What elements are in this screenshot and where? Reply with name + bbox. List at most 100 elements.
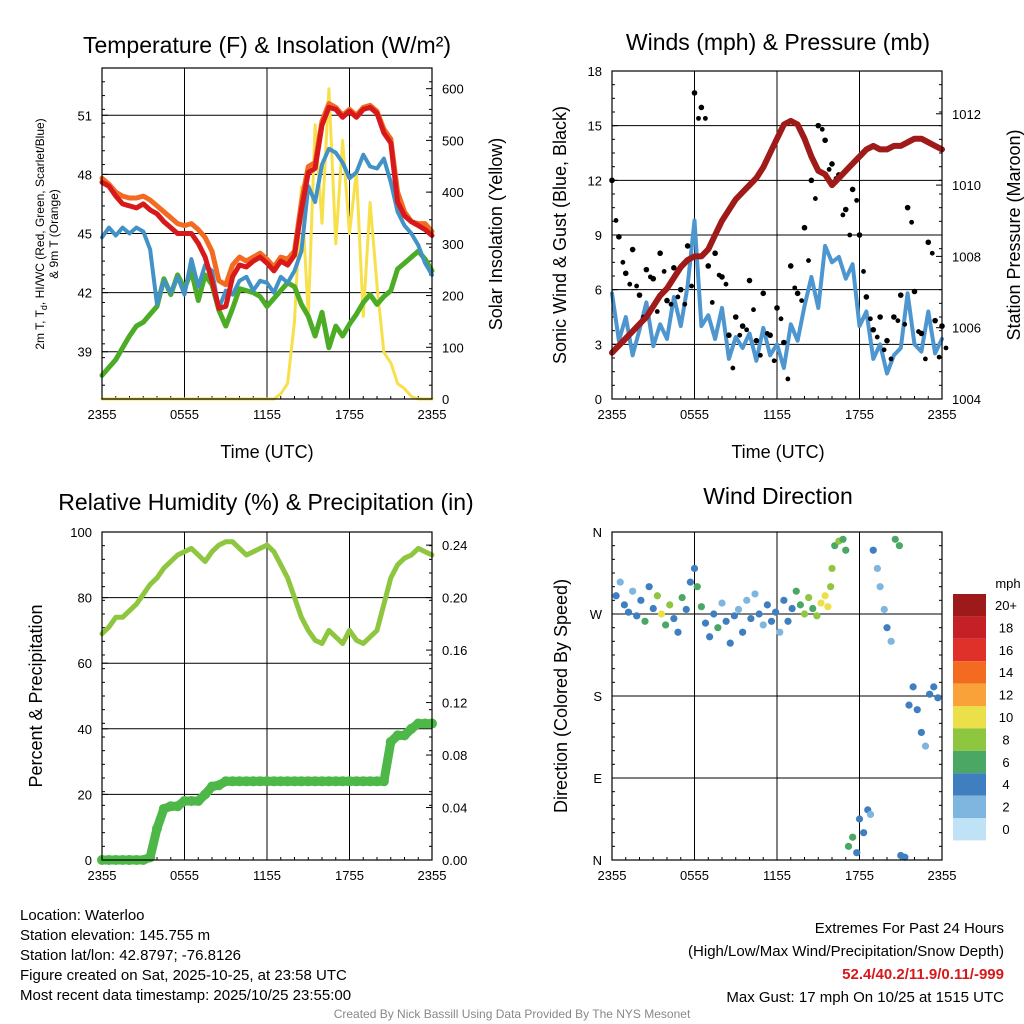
gust-point <box>771 358 777 364</box>
x-tick-label: 0555 <box>680 868 709 883</box>
y-axis-label: Percent & Precipitation <box>26 604 46 787</box>
x-tick-label: 2355 <box>88 407 117 422</box>
x-tick-label: 2355 <box>598 407 627 422</box>
direction-point <box>645 583 653 591</box>
y-tick-label: N <box>593 525 602 540</box>
chart-title: Wind Direction <box>703 483 853 509</box>
y2-tick-label: 600 <box>442 82 464 97</box>
winds-panel: 2355 0555 1155 1755 235503691215181004100610… <box>550 29 1024 462</box>
y2-tick-label: 1004 <box>952 392 981 407</box>
precipitation-point <box>296 776 307 787</box>
direction-point <box>869 546 877 554</box>
direction-point <box>909 683 917 691</box>
gust-point <box>760 290 767 297</box>
y-axis-label-sub: d <box>39 305 49 310</box>
gust-point <box>746 277 753 284</box>
direction-point <box>876 583 884 591</box>
gust-point <box>929 250 935 256</box>
x-tick-label: 0555 <box>170 868 199 883</box>
y-tick-label: 12 <box>588 173 602 188</box>
gust-point <box>877 314 883 320</box>
y-axis-label: Direction (Colored By Speed) <box>551 579 571 813</box>
gust-point <box>696 115 701 121</box>
extremes-title: Extremes For Past 24 Hours <box>814 920 1004 937</box>
precipitation-point <box>193 795 204 806</box>
y-tick-label: 40 <box>78 722 92 737</box>
direction-point <box>901 853 909 861</box>
y-tick-label: 6 <box>595 283 602 298</box>
precipitation-point <box>282 776 293 787</box>
precipitation-point <box>234 776 245 787</box>
sonic-wind-line <box>610 218 944 376</box>
direction-point <box>917 728 925 737</box>
humidity-line <box>99 539 435 646</box>
gust-point <box>932 317 938 324</box>
direction-point <box>690 564 699 573</box>
gust-point <box>774 305 780 311</box>
gust-point <box>881 347 887 353</box>
direction-point <box>653 592 661 600</box>
colorbar-swatch <box>953 818 986 841</box>
gust-point <box>792 285 798 291</box>
precipitation-point <box>372 776 382 787</box>
direction-point <box>839 535 847 543</box>
direction-point <box>842 546 850 554</box>
precipitation-point <box>241 776 252 787</box>
direction-point <box>849 833 857 841</box>
y2-tick-label: 0.12 <box>442 696 467 711</box>
gust-point <box>785 376 791 382</box>
direction-point <box>759 621 767 629</box>
chart-title: Relative Humidity (%) & Precipitation (i… <box>58 489 473 515</box>
y-tick-label: 0 <box>85 853 92 868</box>
direction-point <box>674 628 682 636</box>
direction-point <box>873 564 881 573</box>
direction-point <box>788 604 796 613</box>
direction-point <box>880 605 888 614</box>
direction-point <box>866 810 875 819</box>
colorbar-label: 12 <box>999 688 1013 703</box>
direction-point <box>800 610 809 618</box>
y2-tick-label: 400 <box>442 185 464 200</box>
colorbar-swatch <box>953 683 986 706</box>
recent-text: Most recent data timestamp: 2025/10/25 2… <box>20 987 352 1004</box>
y-tick-label: 48 <box>78 167 92 182</box>
gust-point <box>629 246 636 253</box>
precipitation-point <box>227 776 238 787</box>
direction-point <box>828 564 836 573</box>
gust-point <box>943 345 949 351</box>
precipitation-point <box>179 795 190 806</box>
colorbar-label: 2 <box>1002 800 1009 815</box>
gust-point <box>884 337 890 344</box>
precipitation-point <box>200 789 211 800</box>
y2-tick-label: 0.20 <box>442 591 467 606</box>
colorbar-swatch <box>953 728 986 751</box>
gust-point <box>778 316 784 322</box>
gust-point <box>636 292 643 298</box>
y-tick-label: 42 <box>78 286 92 301</box>
gust-point <box>702 115 708 121</box>
direction-point <box>855 815 864 823</box>
direction-point <box>827 583 835 591</box>
precipitation-point <box>420 718 431 729</box>
colorbar-title: mph <box>995 576 1020 591</box>
gust-point <box>854 197 860 203</box>
direction-point <box>792 587 800 595</box>
gust-point <box>826 167 832 172</box>
gust-point <box>794 290 801 297</box>
y2-tick-label: 0.00 <box>442 853 467 868</box>
direction-point <box>895 542 903 550</box>
chart-title: Temperature (F) & Insolation (W/m²) <box>83 32 451 58</box>
pressure-line <box>609 117 945 356</box>
gust-point <box>657 250 663 257</box>
direction-point <box>706 633 714 641</box>
y-axis-label-part: , HI/WC (Red, Green, Scarlet/Blue) <box>33 118 47 305</box>
direction-point <box>883 624 891 632</box>
x-axis-label: Time (UTC) <box>220 442 313 462</box>
precipitation-point <box>413 718 424 729</box>
direction-point <box>934 694 942 702</box>
direction-point <box>612 592 620 600</box>
colorbar-swatch <box>953 594 986 617</box>
y-tick-label: S <box>593 689 602 704</box>
max-gust-text: Max Gust: 17 mph On 10/25 at 1515 UTC <box>726 989 1004 1006</box>
direction-point <box>686 578 694 586</box>
